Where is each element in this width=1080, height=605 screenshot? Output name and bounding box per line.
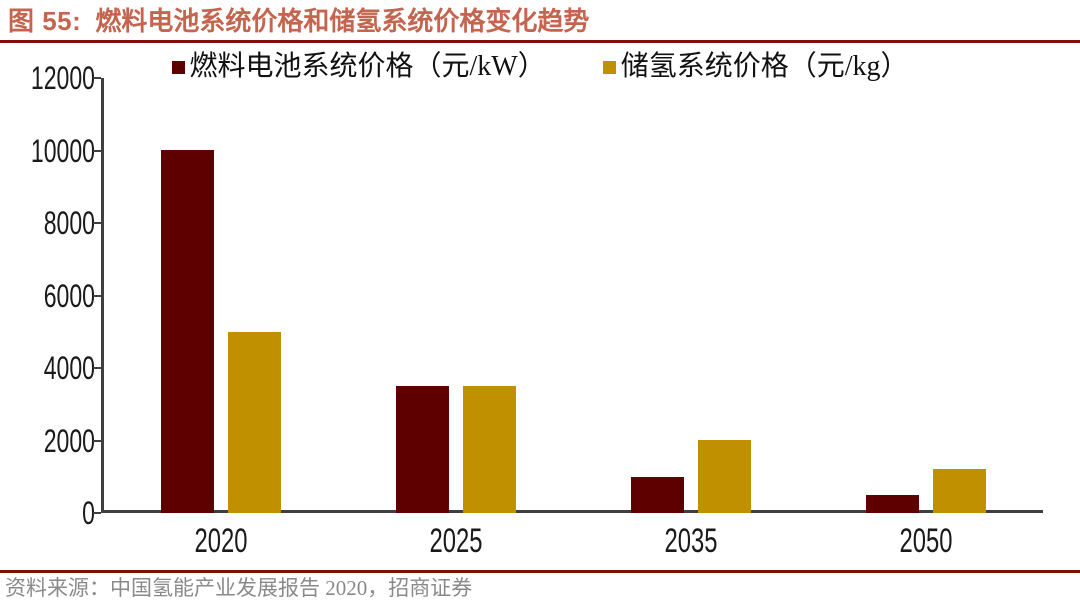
y-axis-tick-mark (93, 439, 101, 442)
y-axis-tick-mark (93, 512, 101, 514)
y-axis-tick-label: 8000 (43, 205, 95, 241)
y-axis-tick-mark (93, 222, 101, 224)
bar-2025-fuel-cell (395, 386, 449, 513)
legend-label-fuel-cell: 燃料电池系统价格（元/kW） (189, 51, 546, 82)
x-axis-label-2025: 2025 (429, 522, 482, 560)
y-axis-tick-mark (93, 367, 101, 369)
bar-2020-h2-storage (227, 332, 281, 513)
x-axis-line (101, 510, 1043, 513)
y-axis-line (101, 78, 104, 513)
chart-legend: 燃料电池系统价格（元/kW） 储氢系统价格（元/kg） (0, 50, 1080, 84)
legend-item-fuel-cell: 燃料电池系统价格（元/kW） (171, 50, 546, 84)
y-axis-tick-label: 12000 (30, 60, 96, 96)
legend-label-h2-storage: 储氢系统价格（元/kg） (620, 51, 909, 82)
figure-number-label: 图 55: (8, 6, 82, 36)
bar-2025-h2-storage (462, 386, 516, 513)
title-divider-rule (0, 40, 1080, 43)
y-axis-tick-mark (93, 294, 101, 297)
y-axis-tick-label: 0 (82, 495, 95, 531)
bar-2050-h2-storage (932, 469, 986, 513)
footer-divider-rule (0, 570, 1080, 573)
figure-title-row: 图 55: 燃料电池系统价格和储氢系统价格变化趋势 (8, 6, 1072, 37)
bar-2035-h2-storage (697, 440, 751, 513)
y-axis-tick-label: 2000 (43, 422, 95, 459)
bar-2035-fuel-cell (630, 477, 684, 513)
y-axis-tick-mark (93, 149, 101, 152)
y-axis-tick-label: 4000 (43, 350, 95, 386)
source-line: 资料来源：中国氢能产业发展报告 2020，招商证券 (5, 576, 473, 600)
y-axis-tick-label: 10000 (30, 132, 96, 169)
bar-2020-fuel-cell (160, 150, 214, 513)
y-axis-tick-label: 6000 (43, 277, 95, 314)
legend-swatch-fuel-cell (171, 60, 185, 74)
y-axis-tick-mark (93, 77, 101, 79)
x-axis-label-2050: 2050 (899, 522, 952, 560)
x-axis-label-2020: 2020 (194, 522, 247, 560)
legend-swatch-h2-storage (602, 60, 616, 74)
figure-title: 燃料电池系统价格和储氢系统价格变化趋势 (95, 7, 590, 36)
legend-item-h2-storage: 储氢系统价格（元/kg） (602, 50, 909, 84)
x-axis-label-2035: 2035 (664, 522, 717, 560)
bar-2050-fuel-cell (865, 495, 919, 513)
